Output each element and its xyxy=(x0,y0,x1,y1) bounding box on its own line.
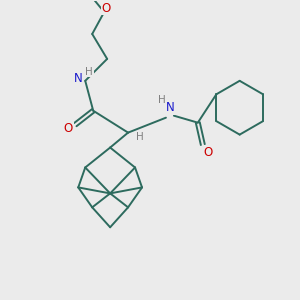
Text: H: H xyxy=(158,95,166,105)
Text: N: N xyxy=(74,72,82,85)
Text: O: O xyxy=(64,122,73,135)
Text: O: O xyxy=(203,146,212,159)
Text: O: O xyxy=(101,2,111,15)
Text: H: H xyxy=(136,132,144,142)
Text: H: H xyxy=(85,67,93,77)
Text: N: N xyxy=(166,101,174,114)
